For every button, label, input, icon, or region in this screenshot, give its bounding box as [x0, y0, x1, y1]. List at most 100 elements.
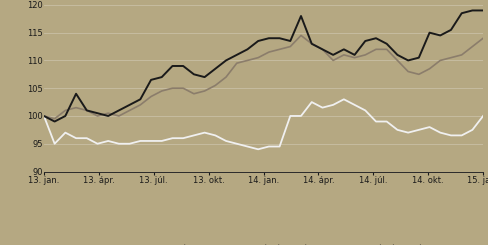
Belföldi értékesítés	[41, 114, 47, 117]
Ipari termelés	[116, 114, 122, 117]
Belföldi értékesítés	[95, 142, 101, 145]
Belföldi értékesítés	[437, 131, 443, 134]
Exportértékesítés	[405, 59, 411, 62]
Exportértékesítés	[105, 114, 111, 117]
Belföldi értékesítés	[330, 103, 336, 106]
Line: Belföldi értékesítés: Belföldi értékesítés	[44, 99, 483, 149]
Belföldi értékesítés	[384, 120, 389, 123]
Legend: Ipari termelés, Belföldi értékesítés, Exportértékesítés: Ipari termelés, Belföldi értékesítés, Ex…	[101, 244, 427, 245]
Belföldi értékesítés	[138, 139, 143, 142]
Line: Ipari termelés: Ipari termelés	[44, 36, 483, 119]
Exportértékesítés	[52, 120, 58, 123]
Belföldi értékesítés	[480, 114, 486, 117]
Exportértékesítés	[148, 78, 154, 81]
Ipari termelés	[459, 53, 465, 56]
Exportértékesítés	[384, 42, 389, 45]
Belföldi értékesítés	[148, 139, 154, 142]
Belföldi értékesítés	[116, 142, 122, 145]
Exportértékesítés	[373, 37, 379, 40]
Exportértékesítés	[277, 37, 283, 40]
Ipari termelés	[298, 34, 304, 37]
Ipari termelés	[234, 62, 240, 65]
Exportértékesítés	[138, 98, 143, 101]
Belföldi értékesítés	[320, 106, 325, 109]
Exportértékesítés	[427, 31, 432, 34]
Ipari termelés	[394, 59, 400, 62]
Belföldi értékesítés	[84, 137, 90, 140]
Ipari termelés	[148, 95, 154, 98]
Ipari termelés	[255, 56, 261, 59]
Exportértékesítés	[127, 103, 133, 106]
Ipari termelés	[266, 51, 272, 54]
Ipari termelés	[437, 59, 443, 62]
Ipari termelés	[95, 114, 101, 117]
Belföldi értékesítés	[234, 142, 240, 145]
Ipari termelés	[352, 56, 358, 59]
Belföldi értékesítés	[277, 145, 283, 148]
Belföldi értékesítés	[287, 114, 293, 117]
Belföldi értékesítés	[159, 139, 164, 142]
Exportértékesítés	[416, 56, 422, 59]
Belföldi értékesítés	[352, 103, 358, 106]
Belföldi értékesítés	[341, 98, 347, 101]
Exportértékesítés	[41, 114, 47, 117]
Belföldi értékesítés	[298, 114, 304, 117]
Exportértékesítés	[159, 76, 164, 79]
Ipari termelés	[212, 84, 218, 87]
Belföldi értékesítés	[394, 128, 400, 131]
Ipari termelés	[84, 109, 90, 112]
Exportértékesítés	[320, 48, 325, 51]
Belföldi értékesítés	[416, 128, 422, 131]
Ipari termelés	[373, 48, 379, 51]
Belföldi értékesítés	[180, 137, 186, 140]
Ipari termelés	[191, 92, 197, 95]
Belföldi értékesítés	[448, 134, 454, 137]
Exportértékesítés	[330, 53, 336, 56]
Exportértékesítés	[298, 14, 304, 17]
Exportértékesítés	[480, 9, 486, 12]
Ipari termelés	[309, 42, 315, 45]
Exportértékesítés	[363, 39, 368, 42]
Ipari termelés	[41, 114, 47, 117]
Ipari termelés	[416, 73, 422, 76]
Belföldi értékesítés	[169, 137, 175, 140]
Belföldi értékesítés	[244, 145, 250, 148]
Exportértékesítés	[266, 37, 272, 40]
Belföldi értékesítés	[223, 139, 229, 142]
Belföldi értékesítés	[309, 101, 315, 104]
Ipari termelés	[427, 67, 432, 70]
Belföldi értékesítés	[373, 120, 379, 123]
Belföldi értékesítés	[73, 137, 79, 140]
Belföldi értékesítés	[255, 148, 261, 151]
Ipari termelés	[287, 45, 293, 48]
Exportértékesítés	[62, 114, 68, 117]
Ipari termelés	[127, 109, 133, 112]
Belföldi értékesítés	[62, 131, 68, 134]
Exportértékesítés	[234, 53, 240, 56]
Exportértékesítés	[202, 76, 207, 79]
Belföldi értékesítés	[202, 131, 207, 134]
Ipari termelés	[180, 87, 186, 90]
Exportértékesítés	[309, 42, 315, 45]
Ipari termelés	[62, 109, 68, 112]
Ipari termelés	[341, 53, 347, 56]
Exportértékesítés	[244, 48, 250, 51]
Ipari termelés	[330, 59, 336, 62]
Exportértékesítés	[180, 64, 186, 67]
Belföldi értékesítés	[212, 134, 218, 137]
Ipari termelés	[138, 103, 143, 106]
Ipari termelés	[223, 76, 229, 79]
Ipari termelés	[159, 89, 164, 92]
Exportértékesítés	[437, 34, 443, 37]
Belföldi értékesítés	[191, 134, 197, 137]
Ipari termelés	[52, 117, 58, 120]
Exportértékesítés	[448, 28, 454, 31]
Belföldi értékesítés	[266, 145, 272, 148]
Exportértékesítés	[459, 12, 465, 15]
Belföldi értékesítés	[405, 131, 411, 134]
Ipari termelés	[105, 112, 111, 115]
Exportértékesítés	[191, 73, 197, 76]
Exportértékesítés	[212, 67, 218, 70]
Exportértékesítés	[341, 48, 347, 51]
Belföldi értékesítés	[469, 128, 475, 131]
